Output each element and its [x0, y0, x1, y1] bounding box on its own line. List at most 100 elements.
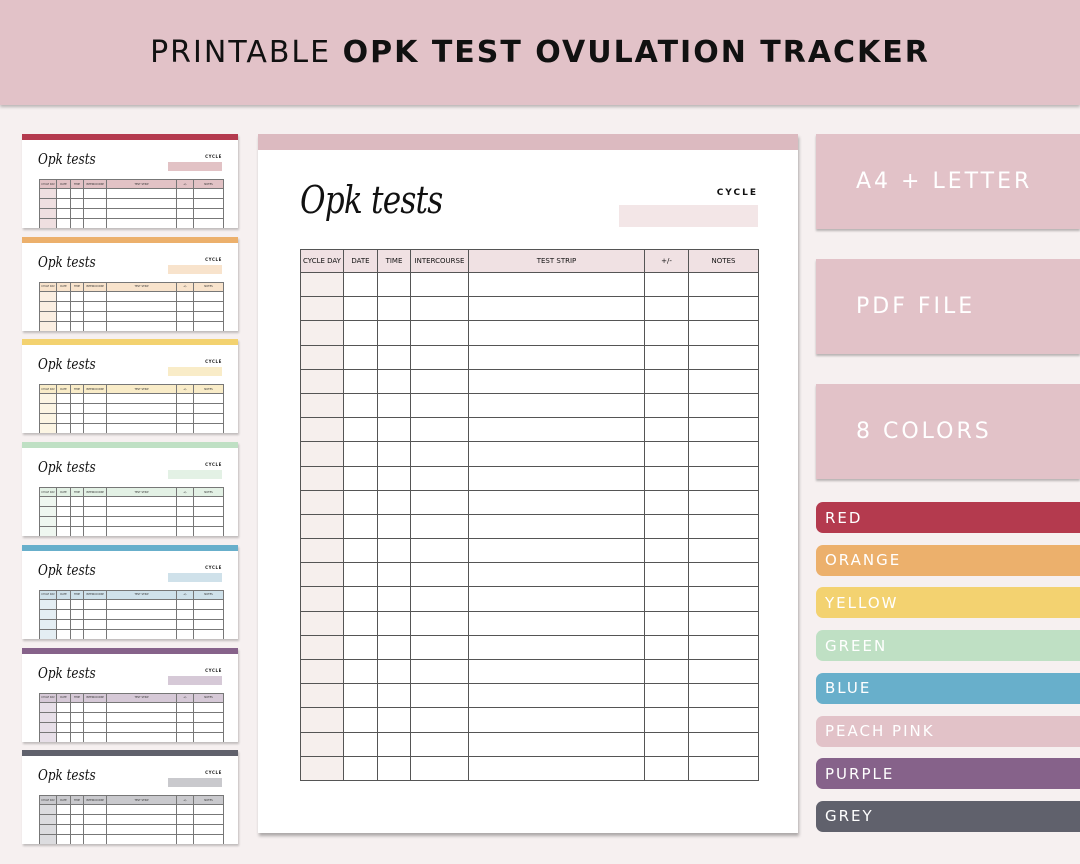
- table-cell[interactable]: [410, 489, 469, 515]
- table-cell[interactable]: [377, 392, 411, 419]
- table-cell[interactable]: [644, 538, 689, 564]
- table-cell[interactable]: [410, 344, 469, 370]
- table-cell[interactable]: [644, 441, 689, 467]
- table-cell[interactable]: [300, 658, 344, 685]
- table-cell[interactable]: [300, 707, 344, 733]
- table-cell[interactable]: [468, 610, 645, 636]
- color-swatch-green[interactable]: GREEN: [816, 630, 1080, 662]
- table-cell[interactable]: [343, 513, 378, 540]
- table-cell[interactable]: [300, 465, 344, 491]
- table-cell[interactable]: [343, 441, 378, 467]
- table-cell[interactable]: [468, 417, 645, 443]
- table-cell[interactable]: [644, 344, 689, 370]
- thumbnail-grey[interactable]: Opk tests CYCLE CYCLE DAY DATE TIME INTERCOUR…: [22, 750, 238, 845]
- table-cell[interactable]: [688, 465, 759, 491]
- table-cell[interactable]: [343, 320, 378, 346]
- table-cell[interactable]: [343, 489, 378, 515]
- table-cell[interactable]: [468, 755, 645, 781]
- table-cell[interactable]: [644, 731, 689, 757]
- table-cell[interactable]: [410, 271, 469, 298]
- table-cell[interactable]: [688, 296, 759, 322]
- table-cell[interactable]: [343, 562, 378, 588]
- table-cell[interactable]: [644, 320, 689, 346]
- table-cell[interactable]: [300, 417, 344, 443]
- table-cell[interactable]: [377, 296, 411, 322]
- color-swatch-peach-pink[interactable]: PEACH PINK: [816, 715, 1080, 747]
- table-cell[interactable]: [343, 296, 378, 322]
- table-cell[interactable]: [688, 368, 759, 394]
- table-cell[interactable]: [688, 755, 759, 781]
- thumbnail-red[interactable]: Opk tests CYCLE CYCLE DAY DATE TIME INTERCOUR…: [22, 134, 238, 228]
- table-cell[interactable]: [644, 513, 689, 540]
- table-cell[interactable]: [688, 683, 759, 709]
- table-cell[interactable]: [468, 707, 645, 733]
- color-swatch-purple[interactable]: PURPLE: [816, 758, 1080, 790]
- table-cell[interactable]: [300, 538, 344, 564]
- table-cell[interactable]: [377, 683, 411, 709]
- table-cell[interactable]: [410, 731, 469, 757]
- thumbnail-green[interactable]: Opk tests CYCLE CYCLE DAY DATE TIME INTERCOUR…: [22, 442, 238, 537]
- table-cell[interactable]: [468, 296, 645, 322]
- table-cell[interactable]: [644, 707, 689, 733]
- table-cell[interactable]: [377, 586, 411, 612]
- table-cell[interactable]: [410, 658, 469, 685]
- table-cell[interactable]: [377, 731, 411, 757]
- table-cell[interactable]: [377, 610, 411, 636]
- table-cell[interactable]: [468, 465, 645, 491]
- table-cell[interactable]: [343, 586, 378, 612]
- table-cell[interactable]: [300, 489, 344, 515]
- table-cell[interactable]: [300, 683, 344, 709]
- thumbnail-blue[interactable]: Opk tests CYCLE CYCLE DAY DATE TIME INTERCOUR…: [22, 544, 238, 639]
- table-cell[interactable]: [410, 417, 469, 443]
- table-cell[interactable]: [377, 634, 411, 661]
- table-cell[interactable]: [410, 610, 469, 636]
- table-cell[interactable]: [688, 513, 759, 540]
- table-cell[interactable]: [410, 538, 469, 564]
- thumbnail-purple[interactable]: Opk tests CYCLE CYCLE DAY DATE TIME INTERCOUR…: [22, 647, 238, 742]
- table-cell[interactable]: [410, 683, 469, 709]
- color-swatch-blue[interactable]: BLUE: [816, 672, 1080, 704]
- table-cell[interactable]: [343, 368, 378, 394]
- table-cell[interactable]: [468, 538, 645, 564]
- table-cell[interactable]: [300, 320, 344, 346]
- table-cell[interactable]: [300, 755, 344, 781]
- table-cell[interactable]: [688, 320, 759, 346]
- table-cell[interactable]: [377, 707, 411, 733]
- table-cell[interactable]: [300, 586, 344, 612]
- table-cell[interactable]: [343, 683, 378, 709]
- table-cell[interactable]: [410, 707, 469, 733]
- table-cell[interactable]: [688, 489, 759, 515]
- table-cell[interactable]: [377, 658, 411, 685]
- table-cell[interactable]: [377, 513, 411, 540]
- table-cell[interactable]: [410, 392, 469, 419]
- table-cell[interactable]: [410, 320, 469, 346]
- table-cell[interactable]: [688, 610, 759, 636]
- table-cell[interactable]: [300, 368, 344, 394]
- table-cell[interactable]: [300, 731, 344, 757]
- table-cell[interactable]: [644, 489, 689, 515]
- color-swatch-orange[interactable]: ORANGE: [816, 544, 1080, 576]
- table-cell[interactable]: [300, 344, 344, 370]
- table-cell[interactable]: [377, 441, 411, 467]
- table-cell[interactable]: [377, 562, 411, 588]
- table-cell[interactable]: [410, 441, 469, 467]
- table-cell[interactable]: [410, 368, 469, 394]
- table-cell[interactable]: [468, 513, 645, 540]
- color-swatch-yellow[interactable]: YELLOW: [816, 587, 1080, 619]
- table-cell[interactable]: [343, 538, 378, 564]
- table-cell[interactable]: [468, 683, 645, 709]
- table-cell[interactable]: [468, 271, 645, 298]
- table-cell[interactable]: [343, 271, 378, 298]
- table-cell[interactable]: [644, 271, 689, 298]
- thumbnail-orange[interactable]: Opk tests CYCLE CYCLE DAY DATE TIME INTERCOUR…: [22, 236, 238, 331]
- table-cell[interactable]: [468, 441, 645, 467]
- table-cell[interactable]: [688, 562, 759, 588]
- table-cell[interactable]: [343, 658, 378, 685]
- table-cell[interactable]: [688, 271, 759, 298]
- table-cell[interactable]: [468, 586, 645, 612]
- table-cell[interactable]: [377, 271, 411, 298]
- table-cell[interactable]: [410, 755, 469, 781]
- thumbnail-yellow[interactable]: Opk tests CYCLE CYCLE DAY DATE TIME INTERCOUR…: [22, 339, 238, 434]
- table-cell[interactable]: [300, 562, 344, 588]
- table-cell[interactable]: [343, 755, 378, 781]
